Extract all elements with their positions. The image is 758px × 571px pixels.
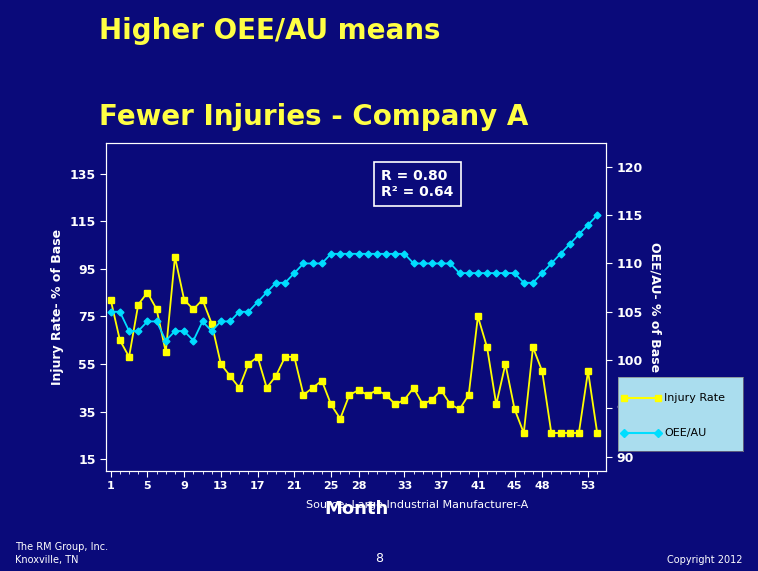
Text: Copyright 2012: Copyright 2012 — [667, 555, 743, 565]
Text: 8: 8 — [375, 552, 383, 565]
X-axis label: Month: Month — [324, 500, 388, 518]
Text: R = 0.80
R² = 0.64: R = 0.80 R² = 0.64 — [381, 169, 453, 199]
Y-axis label: OEE/AU- % of Base: OEE/AU- % of Base — [649, 242, 662, 372]
Y-axis label: Injury Rate- % of Base: Injury Rate- % of Base — [51, 229, 64, 385]
Text: Fewer Injuries - Company A: Fewer Injuries - Company A — [99, 103, 528, 131]
Text: The RM Group, Inc.
Knoxville, TN: The RM Group, Inc. Knoxville, TN — [15, 542, 108, 565]
Text: Source: Large Industrial Manufacturer-A: Source: Large Industrial Manufacturer-A — [305, 500, 528, 510]
Text: OEE/AU: OEE/AU — [664, 428, 706, 437]
Text: Injury Rate: Injury Rate — [664, 393, 725, 403]
Text: Higher OEE/AU means: Higher OEE/AU means — [99, 17, 440, 45]
